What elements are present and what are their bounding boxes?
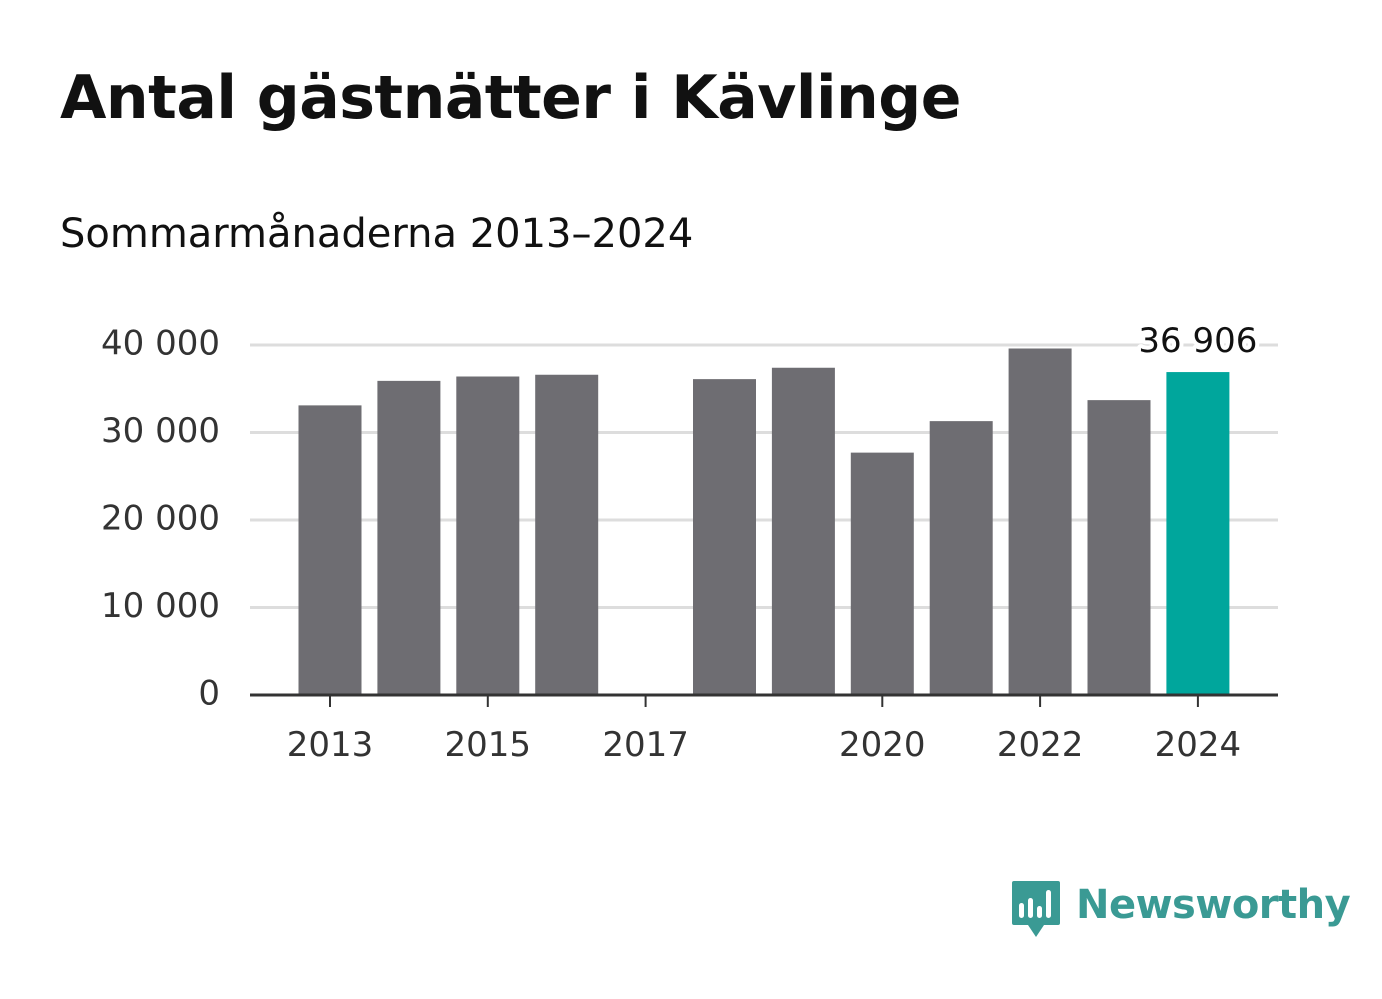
x-tick-label: 2017: [602, 725, 689, 765]
y-tick-label: 20 000: [101, 499, 220, 539]
y-tick-label: 40 000: [101, 324, 220, 364]
brand-name: Newsworthy: [1076, 882, 1351, 928]
bar-2015: [456, 376, 520, 695]
x-tick-label: 2020: [839, 725, 926, 765]
x-axis-tick-labels: 2013 2015 2017 2020 2022 2024: [287, 725, 1241, 765]
data-label-2024: 36 906: [1138, 321, 1257, 361]
bar-2020: [850, 452, 914, 695]
x-tick-label: 2022: [997, 725, 1084, 765]
chart-subtitle: Sommarmånaderna 2013–2024: [60, 211, 694, 257]
bar-2021: [929, 421, 993, 695]
x-axis: [250, 693, 1278, 707]
bar-2019: [771, 367, 835, 695]
data-labels: 36 906: [1134, 317, 1261, 365]
y-axis-tick-labels: 0 10 000 20 000 30 000 40 000: [101, 324, 220, 714]
y-tick-label: 30 000: [101, 411, 220, 451]
x-tick-label: 2024: [1155, 725, 1242, 765]
bar-2024: [1166, 372, 1230, 695]
y-tick-label: 10 000: [101, 586, 220, 626]
newsworthy-logo: Newsworthy: [1010, 878, 1351, 942]
y-tick-label: 0: [198, 674, 220, 714]
bar-2022: [1008, 348, 1072, 695]
x-tick-label: 2015: [445, 725, 532, 765]
bar-2014: [377, 380, 441, 695]
x-tick-label: 2013: [287, 725, 374, 765]
bar-2018: [693, 379, 756, 695]
chart-title: Antal gästnätter i Kävlinge: [60, 63, 961, 133]
bar-2013: [298, 405, 362, 695]
bar-2023: [1087, 400, 1151, 695]
newsworthy-logo-icon: [1012, 881, 1060, 937]
bars: [298, 348, 1230, 695]
bar-2016: [535, 374, 599, 695]
